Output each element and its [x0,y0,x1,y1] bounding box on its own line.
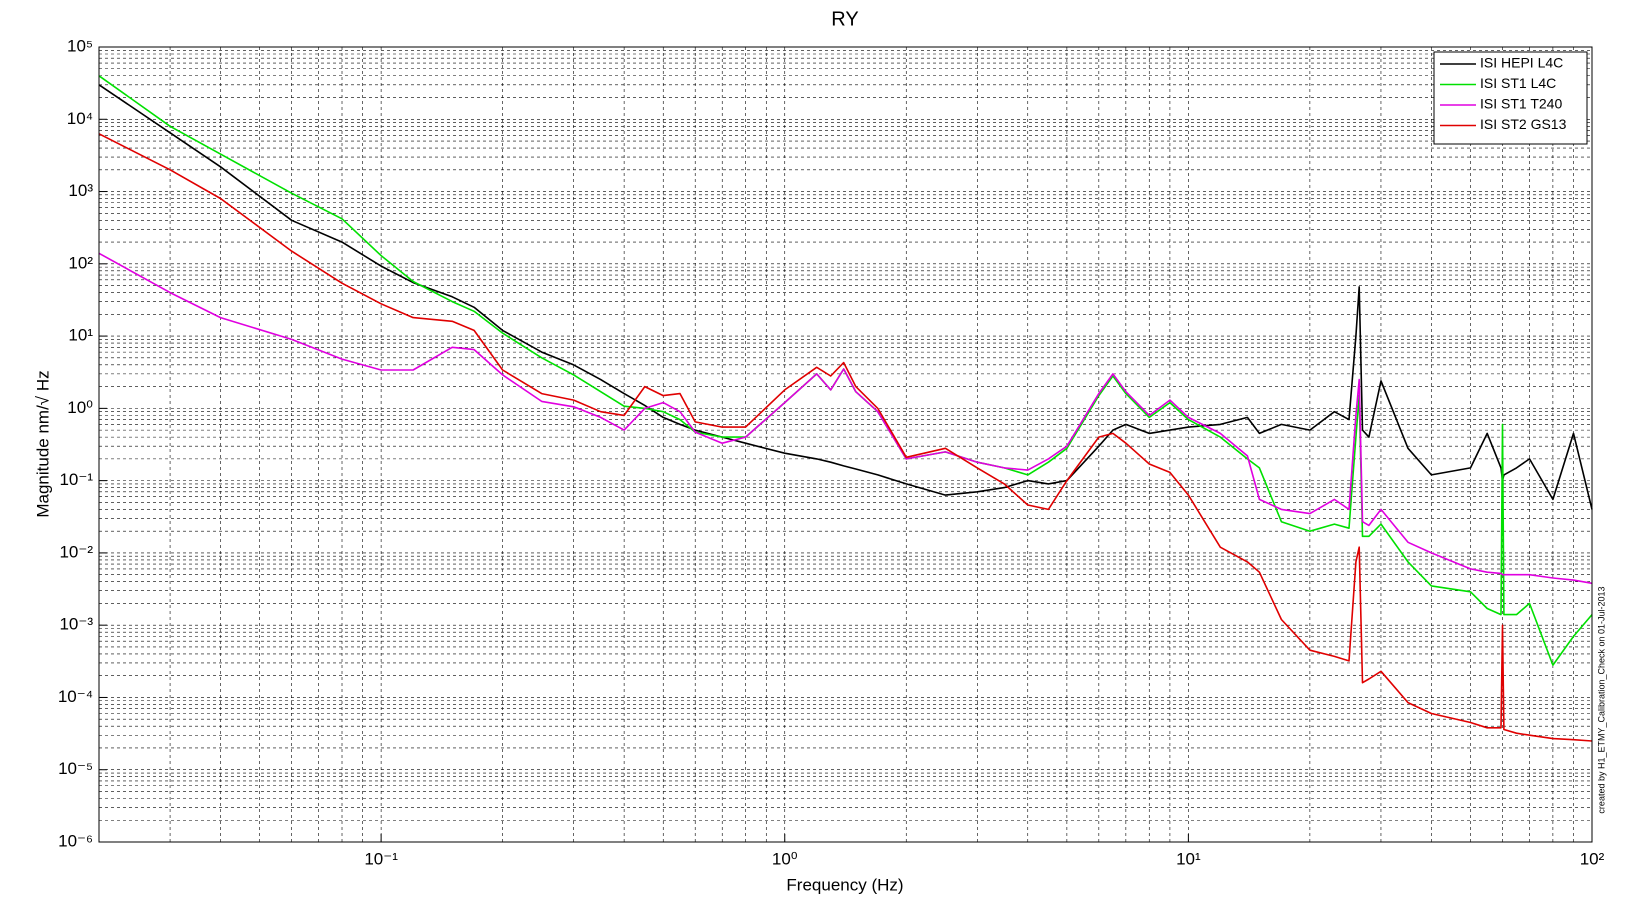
y-tick-label: 10⁻¹ [59,470,93,489]
annotation: created by H1_ETMY_Calibration_Check on … [1596,586,1606,813]
y-axis-label: Magnitude nm/√ Hz [33,370,52,517]
legend-box [1433,51,1588,145]
y-tick-label: 10⁻⁶ [58,831,93,850]
y-tick-label: 10⁻² [59,542,93,561]
series-line [98,84,1593,510]
x-tick-label: 10² [1580,849,1605,868]
y-tick-label: 10⁰ [67,398,93,417]
legend-label: ISI ST1 T240 [1480,96,1562,112]
x-tick-label: 10⁻¹ [364,849,398,868]
series-line [98,133,1593,742]
x-tick-label: 10¹ [1176,849,1201,868]
chart-title: RY [831,8,858,30]
legend-label: ISI ST2 GS13 [1480,116,1567,132]
y-tick-label: 10⁻⁵ [58,759,93,778]
series-line [98,252,1593,585]
y-tick-label: 10¹ [68,326,93,345]
y-tick-label: 10⁻³ [59,615,93,634]
y-tick-label: 10⁴ [67,109,93,128]
legend-label: ISI ST1 L4C [1480,75,1556,91]
x-tick-label: 10⁰ [772,849,798,868]
series-line [98,75,1593,666]
x-axis-label: Frequency (Hz) [786,875,903,894]
y-tick-label: 10⁻⁴ [58,687,93,706]
y-tick-label: 10³ [68,181,93,200]
plot-frame [98,46,1593,843]
y-tick-label: 10⁵ [67,36,93,55]
y-tick-label: 10² [68,253,93,272]
plot-area [99,47,1592,842]
legend-label: ISI HEPI L4C [1480,55,1563,71]
